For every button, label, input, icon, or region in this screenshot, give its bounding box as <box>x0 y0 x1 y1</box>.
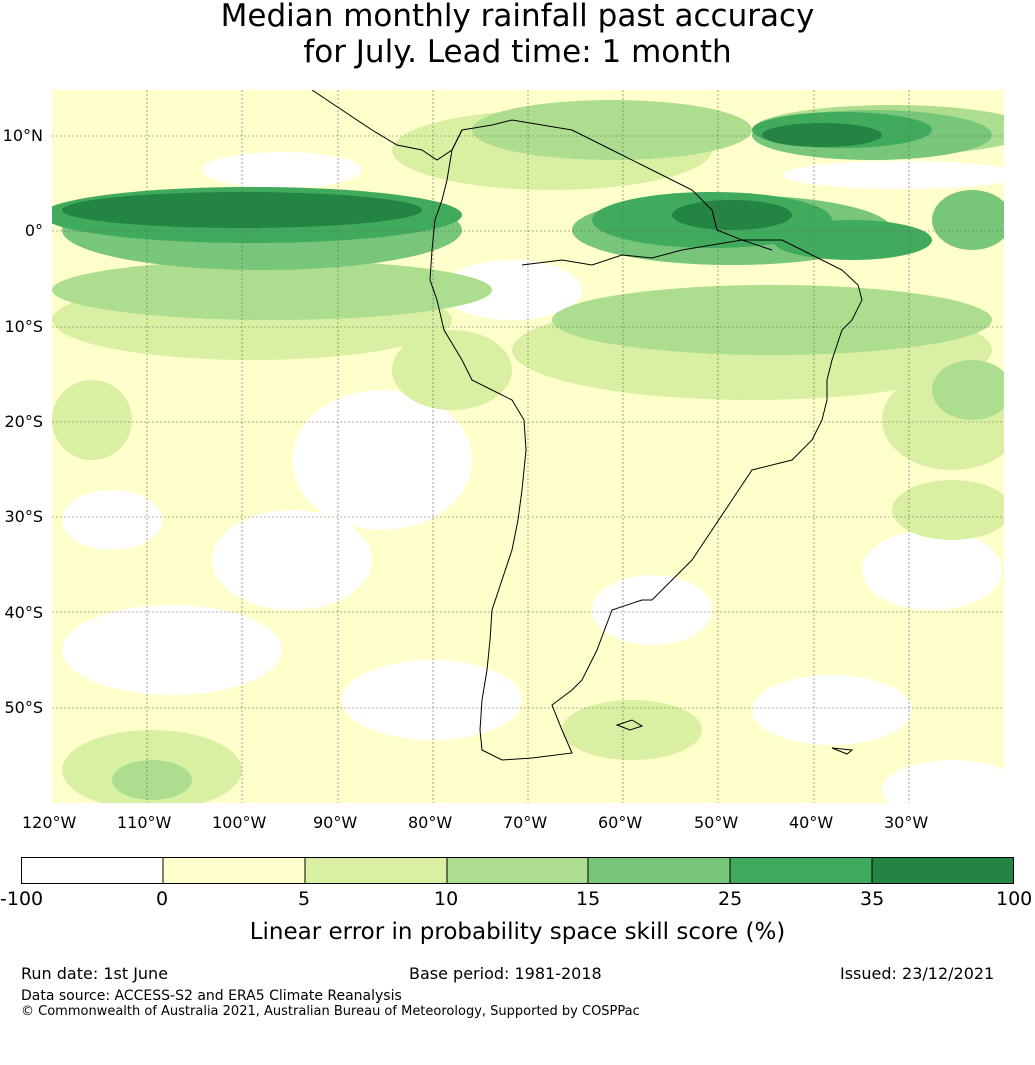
colorbar-tick: 25 <box>718 888 743 910</box>
lon-label: 120°W <box>22 813 77 832</box>
colorbar-segment <box>730 857 872 884</box>
base-period: Base period: 1981-2018 <box>409 964 602 983</box>
colorbar-segment <box>305 857 447 884</box>
lon-label: 80°W <box>408 813 453 832</box>
lon-label: 110°W <box>117 813 172 832</box>
low-skill-areas <box>62 152 1004 803</box>
colorbar <box>21 857 1014 884</box>
south-america-coastline <box>429 119 863 761</box>
lat-label: 20°S <box>4 412 43 431</box>
colorbar-tick: 35 <box>860 888 885 910</box>
central-america-coastline <box>311 90 463 161</box>
colorbar-segment <box>163 857 305 884</box>
lon-label: 60°W <box>598 813 643 832</box>
colorbar-segment <box>872 857 1014 884</box>
skill-score-map <box>52 90 1004 803</box>
lon-label: 40°W <box>789 813 834 832</box>
colorbar-label: Linear error in probability space skill … <box>249 919 786 945</box>
lon-label: 100°W <box>212 813 267 832</box>
amazon-river <box>521 239 773 266</box>
lat-label: 40°S <box>4 603 43 622</box>
issued-date: Issued: 23/12/2021 <box>840 964 995 983</box>
lat-label: 10°S <box>4 317 43 336</box>
colorbar-segment <box>447 857 588 884</box>
coastlines <box>311 90 863 761</box>
chart-title-line-1: Median monthly rainfall past accuracy <box>220 0 815 34</box>
medium-skill-areas <box>52 100 1004 800</box>
copyright: © Commonwealth of Australia 2021, Austra… <box>21 1004 640 1019</box>
lon-label: 70°W <box>503 813 548 832</box>
lat-label: 30°S <box>4 507 43 526</box>
lon-label: 30°W <box>884 813 929 832</box>
chart-title-line-2: for July. Lead time: 1 month <box>303 34 732 70</box>
falkland-islands <box>615 719 644 731</box>
run-date: Run date: 1st June <box>21 964 169 983</box>
colorbar-tick: -100 <box>0 888 44 910</box>
colorbar-segment <box>588 857 730 884</box>
colorbar-tick: 0 <box>156 888 169 910</box>
lon-label: 90°W <box>313 813 358 832</box>
colorbar-tick: 10 <box>434 888 459 910</box>
lat-label: 10°N <box>2 126 43 145</box>
lon-label: 50°W <box>694 813 739 832</box>
lat-label: 50°S <box>4 698 43 717</box>
colorbar-tick: 15 <box>576 888 601 910</box>
lat-label: 0° <box>24 221 43 240</box>
south-georgia <box>831 747 854 755</box>
data-source: Data source: ACCESS-S2 and ERA5 Climate … <box>21 988 402 1004</box>
colorbar-tick: 100 <box>996 888 1033 910</box>
colorbar-tick: 5 <box>298 888 311 910</box>
colorbar-segment <box>21 857 163 884</box>
